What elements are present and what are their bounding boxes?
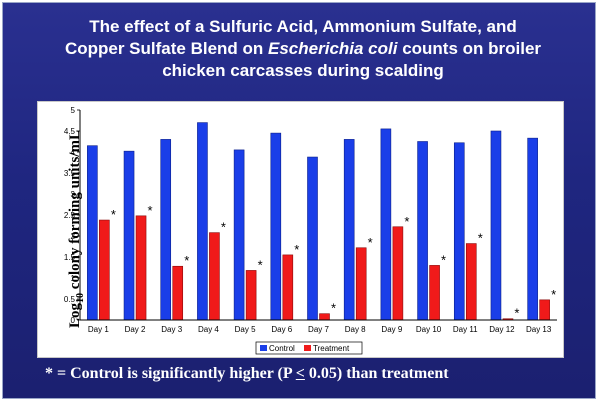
treatment-bar xyxy=(539,299,550,321)
significance-star: * xyxy=(258,257,263,272)
leq-symbol: < xyxy=(295,365,305,382)
bar-chart: Day 1*Day 2*Day 3*Day 4*Day 5*Day 6*Day … xyxy=(64,106,557,355)
x-tick-label: Day 8 xyxy=(345,325,366,334)
control-bar xyxy=(123,150,135,321)
significance-star: * xyxy=(478,231,483,246)
significance-star: * xyxy=(294,242,299,257)
x-tick-label: Day 10 xyxy=(416,325,442,334)
significance-star: * xyxy=(404,214,409,229)
significance-star: * xyxy=(148,203,153,218)
legend-label-control: Control xyxy=(269,344,295,353)
x-tick-label: Day 5 xyxy=(235,325,256,334)
control-bar xyxy=(417,141,428,321)
x-tick-label: Day 9 xyxy=(381,325,402,334)
control-bar xyxy=(453,142,465,321)
significance-star: * xyxy=(514,306,519,321)
y-tick-label: 2.5 xyxy=(64,211,76,220)
control-bar xyxy=(160,139,172,321)
treatment-bar xyxy=(319,313,330,321)
control-bar xyxy=(87,145,98,321)
significance-star: * xyxy=(368,235,373,250)
x-tick-label: Day 4 xyxy=(198,325,219,334)
x-tick-label: Day 2 xyxy=(125,325,146,334)
slide-title: The effect of a Sulfuric Acid, Ammonium … xyxy=(13,16,593,82)
significance-star: * xyxy=(551,287,556,302)
footnote-end: 0.05) than treatment xyxy=(304,365,449,382)
control-bar xyxy=(197,122,208,321)
control-bar xyxy=(233,149,245,321)
x-tick-label: Day 6 xyxy=(271,325,292,334)
legend-swatch-control xyxy=(260,345,267,351)
title-line-3: chicken carcasses during scalding xyxy=(162,61,444,80)
y-tick-label: 0 xyxy=(71,316,76,325)
y-tick-label: 0.5 xyxy=(64,295,76,304)
organism-name: Escherichia coli xyxy=(268,39,398,58)
title-line-2-end: counts on broiler xyxy=(397,39,542,58)
control-bar xyxy=(380,128,392,321)
title-line-2: Copper Sulfate Blend on Escherichia coli… xyxy=(13,38,593,60)
slide-background: The effect of a Sulfuric Acid, Ammonium … xyxy=(2,2,596,399)
x-tick-label: Day 1 xyxy=(88,325,109,334)
treatment-bar xyxy=(355,247,367,321)
x-tick-label: Day 13 xyxy=(526,325,552,334)
significance-footnote: * = Control is significantly higher (P <… xyxy=(45,365,449,383)
significance-star: * xyxy=(331,301,336,316)
y-tick-label: 5 xyxy=(71,106,76,115)
y-tick-label: 1.5 xyxy=(64,253,76,262)
title-line-1: The effect of a Sulfuric Acid, Ammonium … xyxy=(89,17,517,36)
treatment-bar xyxy=(392,226,404,321)
control-bar xyxy=(270,132,282,321)
significance-star: * xyxy=(111,207,116,222)
legend-swatch-treatment xyxy=(304,345,311,351)
y-tick-label: 4.5 xyxy=(64,127,76,136)
control-bar xyxy=(527,137,538,321)
y-tick-label: 2 xyxy=(71,232,76,241)
y-tick-label: 4 xyxy=(71,148,76,157)
x-tick-label: Day 3 xyxy=(161,325,182,334)
treatment-bar xyxy=(245,270,257,321)
treatment-bar xyxy=(99,219,110,321)
treatment-bar xyxy=(282,254,294,321)
treatment-bar xyxy=(209,232,220,321)
treatment-bar xyxy=(429,265,440,321)
y-tick-label: 3 xyxy=(71,190,76,199)
title-line-2-start: Copper Sulfate Blend on xyxy=(64,39,269,58)
control-bar xyxy=(307,156,318,321)
treatment-bar xyxy=(135,215,147,321)
x-tick-label: Day 11 xyxy=(453,325,478,334)
control-bar xyxy=(343,139,355,321)
x-tick-label: Day 7 xyxy=(308,325,329,334)
y-tick-label: 3.5 xyxy=(64,169,76,178)
y-tick-label: 1 xyxy=(71,274,76,283)
x-tick-label: Day 12 xyxy=(489,325,515,334)
legend-label-treatment: Treatment xyxy=(313,344,350,353)
significance-star: * xyxy=(184,253,189,268)
significance-star: * xyxy=(441,252,446,267)
treatment-bar xyxy=(172,265,184,321)
treatment-bar xyxy=(465,243,477,321)
footnote-start: * = Control is significantly higher (P xyxy=(45,365,296,382)
control-bar xyxy=(490,130,502,321)
significance-star: * xyxy=(221,220,226,235)
chart-panel: Log10 colony forming units/mL Day 1*Day … xyxy=(37,101,564,358)
